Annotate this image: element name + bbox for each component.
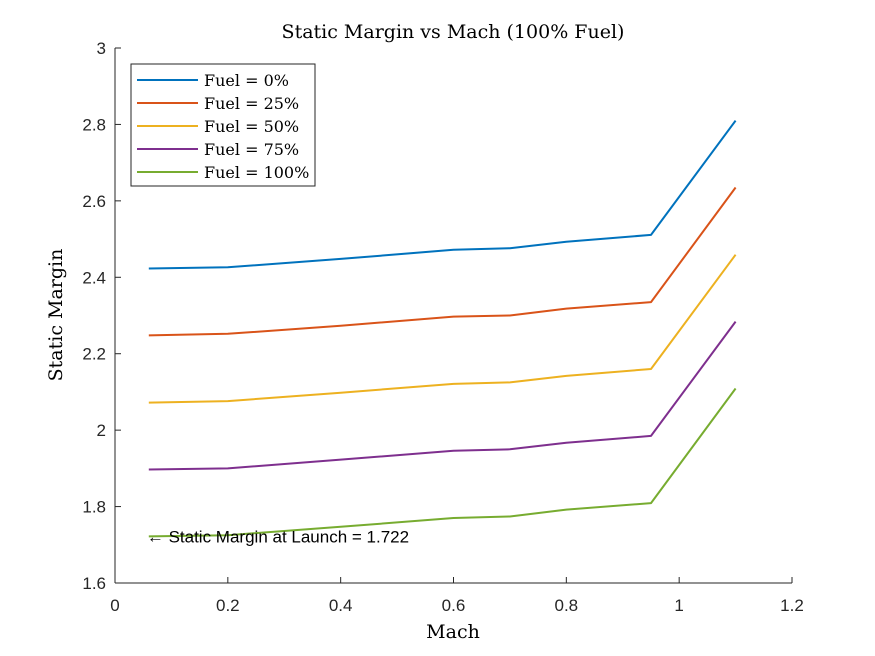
x-tick-label: 0.6 bbox=[442, 596, 466, 615]
series-line-2 bbox=[148, 254, 737, 404]
legend: Fuel = 0% Fuel = 25% Fuel = 50% Fuel = 75% F… bbox=[130, 63, 316, 187]
series-line-3 bbox=[148, 321, 737, 471]
x-tick-label: 1 bbox=[674, 596, 683, 615]
y-tick-label: 2.2 bbox=[82, 345, 106, 364]
y-tick-label: 2.6 bbox=[82, 192, 106, 211]
y-tick-label: 2 bbox=[97, 421, 106, 440]
x-ticks: 0 0.2 0.4 0.6 0.8 1 1.2 bbox=[110, 577, 804, 615]
y-axis-label: Static Margin bbox=[45, 249, 67, 382]
series-line-4 bbox=[148, 387, 737, 538]
x-tick-label: 0.2 bbox=[216, 596, 240, 615]
legend-label-2: Fuel = 50% bbox=[204, 117, 299, 136]
x-tick-label: 0 bbox=[110, 596, 119, 615]
x-tick-label: 0.8 bbox=[555, 596, 579, 615]
y-tick-label: 2.8 bbox=[82, 115, 106, 134]
y-tick-label: 1.8 bbox=[82, 498, 106, 517]
series-line-0 bbox=[148, 120, 737, 270]
x-axis-label: Mach bbox=[426, 621, 480, 643]
y-tick-label: 2.4 bbox=[82, 268, 106, 287]
legend-label-1: Fuel = 25% bbox=[204, 94, 299, 113]
legend-label-0: Fuel = 0% bbox=[204, 71, 289, 90]
legend-label-4: Fuel = 100% bbox=[204, 163, 309, 182]
chart-title: Static Margin vs Mach (100% Fuel) bbox=[282, 21, 625, 43]
series-lines bbox=[148, 120, 737, 538]
x-tick-label: 1.2 bbox=[780, 596, 804, 615]
x-tick-label: 0.4 bbox=[329, 596, 353, 615]
y-tick-label: 1.6 bbox=[82, 574, 106, 593]
annotation-text: ← Static Margin at Launch = 1.722 bbox=[147, 527, 409, 546]
annotations: ← Static Margin at Launch = 1.722 bbox=[147, 527, 409, 546]
series-line-1 bbox=[148, 186, 737, 337]
legend-label-3: Fuel = 75% bbox=[204, 140, 299, 159]
y-tick-label: 3 bbox=[97, 39, 106, 58]
y-ticks: 1.6 1.8 2 2.2 2.4 2.6 2.8 3 bbox=[82, 39, 121, 593]
